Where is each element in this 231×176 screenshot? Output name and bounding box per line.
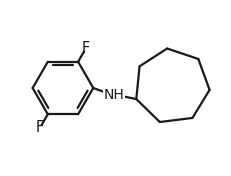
Text: F: F (82, 41, 90, 56)
Text: F: F (36, 120, 44, 135)
Text: NH: NH (103, 88, 124, 102)
